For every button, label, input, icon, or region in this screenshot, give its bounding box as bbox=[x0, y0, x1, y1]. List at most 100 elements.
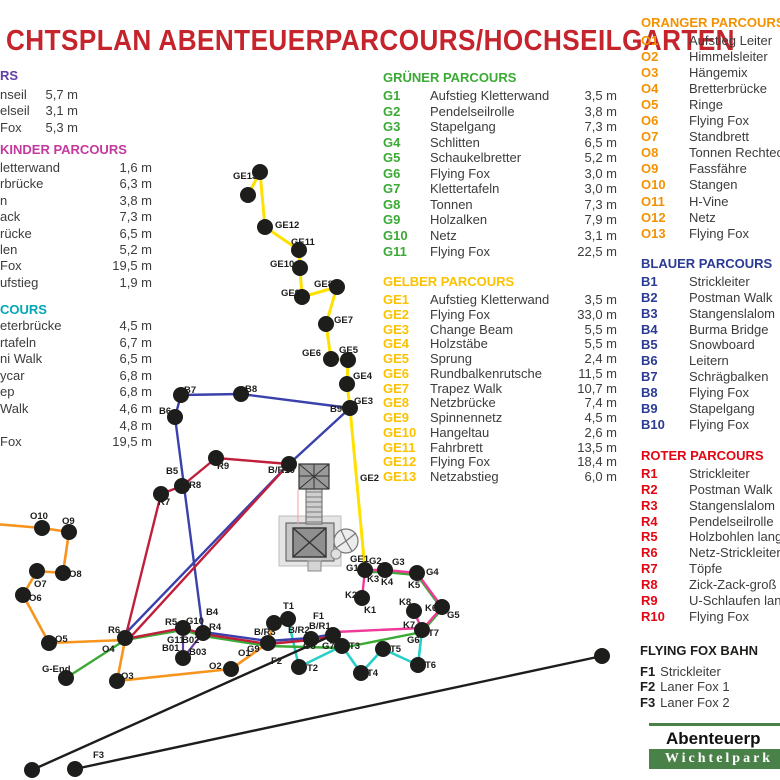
station-name: Strickleiter bbox=[660, 664, 721, 679]
blauer-parcours-row: B7 Schrägbalken bbox=[641, 369, 780, 385]
gruener-parcours-row: G11 Flying Fox 22,5 m bbox=[383, 243, 617, 259]
map-station-label: O4 bbox=[102, 644, 115, 655]
mini-parcours-row: nseil 5,7 m bbox=[0, 87, 78, 102]
station-length: 1,6 m bbox=[119, 160, 152, 175]
map-station-label: B01 bbox=[162, 643, 180, 654]
map-station-label: R6 bbox=[108, 625, 121, 636]
map-station-label: R9 bbox=[217, 461, 230, 472]
station-code: G8 bbox=[383, 196, 401, 212]
station-code: GE5 bbox=[383, 351, 410, 366]
station-node bbox=[303, 631, 319, 647]
station-node bbox=[409, 565, 425, 581]
kinder-parcours-row: len 5,2 m bbox=[0, 242, 152, 257]
station-name: rbrücke bbox=[0, 176, 44, 192]
station-name: len bbox=[0, 242, 18, 257]
gruener-parcours-row: G2 Pendelseilrolle 3,8 m bbox=[383, 104, 617, 119]
station-node bbox=[323, 351, 339, 367]
station-name: Fahrbrett bbox=[430, 439, 483, 455]
map-station-label: GE1 bbox=[350, 554, 370, 565]
map-station-label: K2 bbox=[345, 590, 358, 601]
station-length: 5,3 m bbox=[45, 119, 78, 135]
station-code: B10 bbox=[641, 416, 665, 432]
roter-parcours-heading: ROTER PARCOURS bbox=[641, 448, 764, 463]
station-name: Netzabstieg bbox=[430, 469, 499, 484]
station-code: R7 bbox=[641, 561, 658, 577]
station-name: elseil bbox=[0, 103, 30, 119]
station-node bbox=[434, 599, 450, 615]
station-code: O9 bbox=[641, 161, 659, 177]
gelber-parcours-row: GE9 Spinnennetz 4,5 m bbox=[383, 410, 617, 425]
map-station-label: O6 bbox=[29, 593, 42, 604]
station-length: 4,8 m bbox=[119, 417, 152, 433]
station-code: O2 bbox=[641, 49, 659, 65]
gruener-parcours-row: G10 Netz 3,1 m bbox=[383, 228, 617, 243]
station-name: Tonnen Rechteck bbox=[689, 145, 780, 161]
station-length: 6,0 m bbox=[584, 469, 617, 484]
oranger-parcours-row: O7 Standbrett bbox=[641, 129, 780, 144]
roter-parcours-row: R4 Pendelseilrolle bbox=[641, 514, 780, 529]
map-station-label: B03 bbox=[189, 647, 207, 658]
station-name: Laner Fox 2 bbox=[660, 694, 730, 710]
station-node bbox=[266, 615, 282, 631]
gelber-parcours-row: GE12 Flying Fox 18,4 m bbox=[383, 454, 617, 470]
station-node bbox=[117, 630, 133, 646]
station-length: 5,5 m bbox=[584, 321, 617, 337]
roter-parcours-row: R1 Strickleiter bbox=[641, 466, 780, 481]
map-station-label: B/R3 bbox=[254, 627, 276, 638]
station-node bbox=[153, 486, 169, 502]
station-name: Tonnen bbox=[430, 196, 473, 212]
blauer-parcours-row: B9 Stapelgang bbox=[641, 400, 780, 416]
station-length: 19,5 m bbox=[112, 434, 152, 450]
station-name: Change Beam bbox=[430, 321, 514, 337]
station-code: B5 bbox=[641, 337, 658, 353]
station-name: Flying Fox bbox=[430, 454, 490, 470]
station-code: O8 bbox=[641, 145, 659, 161]
kinder-parcours-heading: KINDER PARCOURS bbox=[0, 142, 127, 157]
station-node bbox=[240, 187, 256, 203]
blauer-parcours-heading: BLAUER PARCOURS bbox=[641, 256, 773, 271]
station-code: B8 bbox=[641, 384, 658, 400]
map-station-label: F3 bbox=[93, 750, 105, 761]
station-name: Stangenslalom bbox=[689, 497, 775, 513]
map-station-label: B/R10 bbox=[268, 465, 295, 476]
map-station-label: G2 bbox=[369, 556, 382, 567]
map-station-label: O5 bbox=[55, 634, 68, 645]
map-station-label: GE8 bbox=[314, 279, 334, 290]
roter-parcours-row: R8 Zick-Zack-groß bbox=[641, 577, 780, 592]
station-length: 5,5 m bbox=[584, 336, 617, 352]
station-code: R2 bbox=[641, 481, 658, 497]
station-name: Spinnennetz bbox=[430, 410, 503, 425]
station-length: 10,7 m bbox=[577, 380, 617, 396]
station-node bbox=[281, 456, 297, 472]
blauer-parcours-row: B8 Flying Fox bbox=[641, 384, 780, 400]
station-length: 2,4 m bbox=[584, 351, 617, 366]
map-station-label: F1 bbox=[313, 611, 325, 622]
station-code: GE8 bbox=[383, 395, 410, 411]
station-name: Fassfähre bbox=[689, 161, 747, 177]
map-station-label: GE10 bbox=[270, 259, 295, 270]
station-node bbox=[291, 659, 307, 675]
station-length: 7,4 m bbox=[584, 395, 617, 411]
station-name: Flying Fox bbox=[430, 243, 490, 259]
station-code: F2 bbox=[640, 679, 656, 695]
flying-fox-bahn-row: F1 Strickleiter bbox=[640, 664, 780, 679]
mini-parcours-heading: RS bbox=[0, 68, 19, 83]
gruener-parcours-row: G6 Flying Fox 3,0 m bbox=[383, 165, 617, 181]
map-station-label: B8 bbox=[245, 384, 258, 395]
station-name: Sprung bbox=[430, 351, 472, 366]
blauer-parcours-row: B10 Flying Fox bbox=[641, 416, 780, 432]
station-code: O5 bbox=[641, 97, 659, 113]
station-node bbox=[260, 635, 276, 651]
map-station-label: G6 bbox=[407, 635, 420, 646]
station-code: B2 bbox=[641, 289, 658, 305]
station-code: G6 bbox=[383, 165, 401, 181]
map-station-label: T3 bbox=[349, 641, 361, 652]
mini-parcours-row: elseil 3,1 m bbox=[0, 103, 78, 119]
station-length: 7,3 m bbox=[584, 119, 617, 135]
station-name: Stapelgang bbox=[689, 400, 755, 416]
station-name: rtafeln bbox=[0, 334, 37, 350]
station-name: Flying Fox bbox=[689, 384, 749, 400]
oranger-parcours-row: O12 Netz bbox=[641, 210, 780, 225]
station-code: B7 bbox=[641, 369, 658, 385]
map-station-label: G4 bbox=[426, 567, 439, 578]
